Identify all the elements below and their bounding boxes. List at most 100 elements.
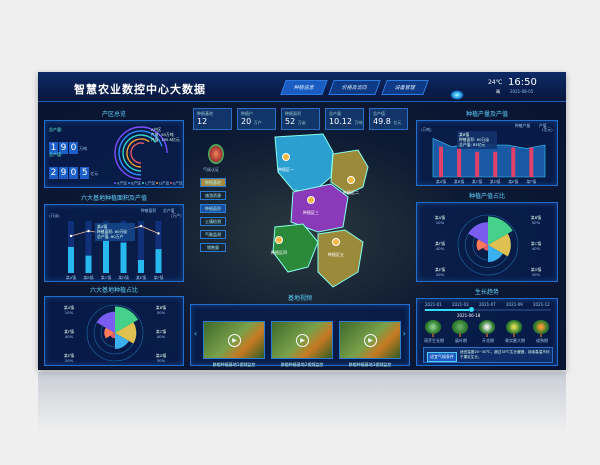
- map-menu-item[interactable]: 土壤检测: [200, 217, 226, 226]
- fruit-icon[interactable]: [307, 196, 315, 204]
- slice-label: 某E镇: [64, 353, 74, 358]
- x-tick-label: 某C镇: [472, 179, 482, 184]
- tab-devices[interactable]: 设备管理: [381, 80, 429, 95]
- climate-button[interactable]: 适宜气候条件: [427, 352, 457, 362]
- tab-price[interactable]: 价格及流向: [328, 80, 381, 95]
- region-2[interactable]: [330, 149, 369, 195]
- timeline-label: 2021-12: [533, 302, 550, 307]
- stage-label: 成熟期: [536, 338, 548, 343]
- map-menu-item[interactable]: 种植面积: [200, 204, 226, 213]
- map-menu-item[interactable]: 销售量: [200, 243, 226, 252]
- legend-dot: [114, 182, 116, 184]
- tooltip-text: 总产值: 80万户: [97, 234, 124, 239]
- slice-label: 某F镇: [64, 329, 74, 334]
- slice-label: 某C镇: [156, 329, 166, 334]
- slice-label: 某B镇: [531, 215, 541, 220]
- panel-title: 种植产量及产值: [465, 111, 508, 118]
- panel-title: 种植产值占比: [468, 193, 505, 200]
- play-icon[interactable]: ▶: [228, 334, 241, 347]
- play-icon[interactable]: ▶: [296, 334, 309, 347]
- map-menu-item[interactable]: 种植基地: [200, 178, 226, 187]
- ring-arc: [126, 138, 150, 168]
- prev-arrow-icon[interactable]: ‹: [194, 329, 198, 338]
- bar-track: [85, 221, 92, 273]
- fruit-icon[interactable]: [275, 236, 283, 244]
- stage-label: 萌芽生长期: [424, 338, 444, 343]
- tree-icon: [452, 320, 468, 334]
- axis-unit: (万亩): [49, 213, 60, 218]
- tab-planting[interactable]: 种植信息: [280, 80, 328, 95]
- slice-label: 某B镇: [156, 305, 166, 310]
- fruit-icon[interactable]: [332, 238, 340, 246]
- video-thumbnail[interactable]: ▶: [271, 321, 333, 359]
- legend-dot: [142, 182, 144, 184]
- legend-label: D产区: [159, 181, 170, 186]
- stage-label: 果实膨大期: [505, 338, 525, 343]
- bar: [138, 260, 144, 273]
- slice-pct: 30%: [157, 358, 166, 363]
- x-tick-label: 某F镇: [526, 179, 536, 184]
- region-1[interactable]: [274, 133, 334, 193]
- video-thumbnail[interactable]: ▶: [339, 321, 401, 359]
- bar: [68, 247, 74, 273]
- rose-slice: [483, 245, 488, 251]
- fruit-icon[interactable]: [347, 176, 355, 184]
- fruit-icon[interactable]: [282, 153, 290, 161]
- video-caption: 脐橙种植基地3视频监控: [348, 362, 392, 367]
- legend-label: 产值: [539, 123, 547, 128]
- value-label: 总产值:: [49, 152, 63, 157]
- region-label: 种植区一: [278, 167, 294, 172]
- map-menu-item[interactable]: 气象监测: [200, 230, 226, 239]
- panel-title: 六大基地种植面积及产值: [80, 195, 147, 202]
- play-icon[interactable]: ▶: [364, 334, 377, 347]
- stat-label: 总产值: [373, 111, 385, 116]
- climate-box: 适宜气候条件 适宜温度20~30℃，超过35℃生长缓慢，持续高温不利于果实生长。: [423, 347, 553, 363]
- tree-icon: [425, 320, 441, 334]
- bar: [103, 240, 109, 273]
- dashboard: 智慧农业数控中心大数据 种植信息 价格及流向 设备管理 24℃ 晴 16:50 …: [38, 72, 566, 370]
- base-chart-panel: 六大基地种植面积及产值 (万亩) (万户) 种植面积 总产值 某A镇 某B镇 某C镇 某D镇某…: [44, 195, 184, 282]
- legend-label: C产区: [145, 181, 155, 186]
- panel-title: 生长趋势: [474, 289, 499, 296]
- stat-label: 种植基地: [197, 111, 213, 116]
- axis-unit: (万吨): [421, 127, 432, 132]
- video-caption: 脐橙种植基地1视频监控: [212, 362, 256, 367]
- x-tick-label: 某E镇: [136, 275, 146, 280]
- slice-pct: 50%: [532, 220, 541, 225]
- ring-arc: [130, 142, 145, 164]
- slice-label: 某D镇: [156, 353, 167, 358]
- ring-arc: [118, 130, 163, 176]
- timeline-track: [425, 307, 551, 312]
- stat-value: 12: [197, 117, 208, 126]
- panel-title: 产区总览: [101, 111, 126, 118]
- next-arrow-icon[interactable]: ›: [402, 329, 406, 338]
- region-5[interactable]: [317, 229, 364, 288]
- region-4[interactable]: [272, 223, 319, 273]
- date: 2021-08-05: [510, 89, 534, 94]
- stage-label: 展叶期: [455, 338, 467, 343]
- timeline-handle[interactable]: [469, 307, 475, 312]
- timeline-label: 2021-09: [506, 302, 523, 307]
- yield-chart-panel: 种植产量及产值 (万吨) (亿元) 种植产量 产值 某A镇 某B镇 某C镇 某D镇 某E镇 某F镇…: [416, 111, 558, 186]
- map-menu-item[interactable]: 旅游资源: [200, 191, 226, 200]
- stat-unit: 万户: [253, 120, 262, 125]
- rose-slice: [476, 239, 488, 251]
- legend-label: 种植面积: [141, 208, 156, 213]
- value-digits: 290.5亿元: [49, 167, 99, 179]
- region-3[interactable]: [290, 183, 349, 233]
- ring-tooltip: 产值: 190.8亿元: [151, 137, 180, 142]
- rose-slice: [488, 216, 513, 245]
- bar: [120, 242, 127, 273]
- rose-slice: [115, 333, 129, 349]
- value-bar: [511, 147, 516, 177]
- video-thumbnail[interactable]: ▶: [203, 321, 265, 359]
- axis-unit: (亿元): [542, 127, 553, 132]
- globe-icon: [450, 90, 464, 100]
- timeline-label: 2021-01: [425, 302, 442, 307]
- x-tick-label: 某D镇: [118, 275, 129, 280]
- ring-tooltip: A产区: [151, 127, 161, 132]
